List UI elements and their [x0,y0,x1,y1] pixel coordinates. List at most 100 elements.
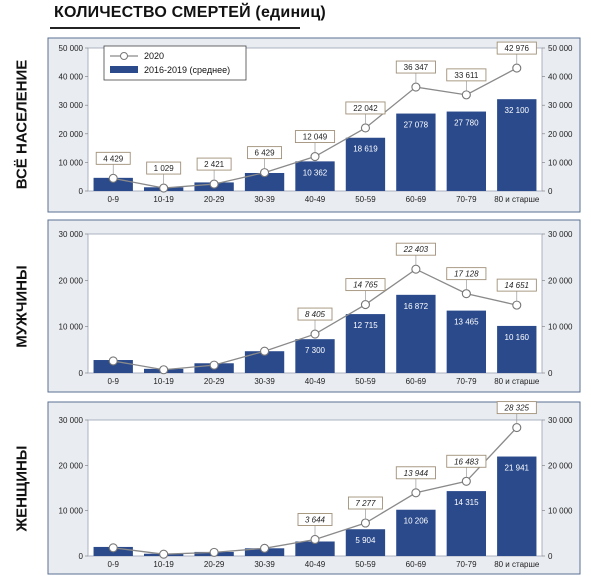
y-tick-left: 20 000 [59,130,84,139]
bar-value-label: 21 941 [505,464,530,473]
line-marker [512,63,522,73]
x-tick-label: 20-29 [204,377,225,386]
line-marker [260,543,270,553]
line-marker [159,549,169,559]
callout-label: 12 049 [303,133,328,142]
y-tick-left: 20 000 [59,461,84,470]
x-tick-label: 20-29 [204,195,225,204]
callout-box [395,60,436,74]
bar-value-label: 12 715 [353,321,378,330]
line-marker [260,346,270,356]
callout-label: 3 644 [305,515,326,524]
line-marker [360,518,370,528]
bar [295,161,335,191]
callout-box [446,267,487,281]
y-tick-right: 30 000 [548,101,573,110]
line-marker [512,423,522,433]
bar [295,541,335,556]
bar-value-label: 13 465 [454,318,479,327]
y-tick-right: 30 000 [548,416,573,425]
chart-panel-2: 0 0 10 000 10 000 20 000 20 000 30 000 30 000 5 … [47,401,581,575]
callout-box [395,242,436,256]
y-tick-left: 50 000 [59,44,84,53]
x-tick-label: 0-9 [107,377,119,386]
bar-value-label: 7 300 [305,346,326,355]
x-tick-label: 70-79 [456,377,477,386]
bar [345,314,386,373]
callout-label: 4 429 [103,154,124,163]
x-tick-label: 30-39 [254,377,275,386]
bar-value-label: 10 160 [505,333,530,342]
y-tick-left: 0 [79,369,84,378]
chart-panel-0: 0 0 10 000 10 000 20 000 20 000 30 000 30 000 40… [47,37,581,213]
x-tick-label: 60-69 [406,195,427,204]
legend-line-label: 2020 [144,51,164,61]
bar [345,529,386,556]
bar-value-label: 10 206 [404,517,429,526]
line-marker [411,264,421,274]
callout-label: 28 325 [504,404,530,413]
y-tick-left: 30 000 [59,230,84,239]
bar [396,509,436,556]
line-marker [108,173,118,183]
bar-value-label: 5 904 [355,536,376,545]
callout-box [297,307,333,321]
y-tick-right: 10 000 [548,323,573,332]
line-marker [461,90,471,100]
x-tick-label: 60-69 [406,560,427,569]
y-tick-right: 0 [548,187,553,196]
bar-value-label: 27 078 [404,121,429,130]
x-tick-label: 0-9 [107,560,119,569]
bar-value-label: 16 872 [404,302,429,311]
y-tick-left: 30 000 [59,101,84,110]
callout-box [395,466,436,480]
bar [345,137,386,191]
y-tick-left: 10 000 [59,158,84,167]
callout-label: 17 128 [454,270,479,279]
line-marker [360,300,370,310]
callout-label: 7 277 [355,499,376,508]
y-tick-right: 50 000 [548,44,573,53]
y-tick-right: 20 000 [548,130,573,139]
bar [497,99,537,191]
y-tick-right: 40 000 [548,73,573,82]
callout-box [247,146,283,160]
bar [396,294,436,373]
y-tick-left: 0 [79,187,84,196]
bar [295,339,335,373]
bar [497,325,537,373]
line-marker [209,360,219,370]
bar [93,177,133,191]
callout-label: 14 651 [505,281,529,290]
callout-box [294,130,336,143]
line-marker [310,329,320,339]
line-marker [411,488,421,498]
x-tick-label: 70-79 [456,195,477,204]
bar [497,456,537,556]
y-tick-left: 30 000 [59,416,84,425]
bar [446,491,487,556]
y-tick-left: 0 [79,552,84,561]
callout-box [297,513,333,526]
line-marker [310,534,320,545]
line-marker [411,82,421,92]
line-marker [360,123,370,133]
line-marker [461,289,471,299]
x-tick-label: 40-49 [305,195,326,204]
bar-value-label: 10 362 [303,168,328,177]
x-tick-label: 70-79 [456,560,477,569]
callout-box [446,68,487,82]
x-tick-label: 10-19 [153,377,174,386]
line-marker [108,543,118,553]
y-tick-right: 20 000 [548,276,573,285]
legend-line-marker [120,52,128,60]
y-tick-left: 20 000 [59,276,84,285]
callout-label: 6 429 [255,149,276,158]
line-marker [209,179,219,189]
callout-label: 22 403 [403,245,429,254]
callout-box [345,101,386,115]
x-tick-label: 50-59 [355,195,376,204]
line-marker [159,183,169,193]
chart-title: КОЛИЧЕСТВО СМЕРТЕЙ (единиц) [54,4,326,21]
